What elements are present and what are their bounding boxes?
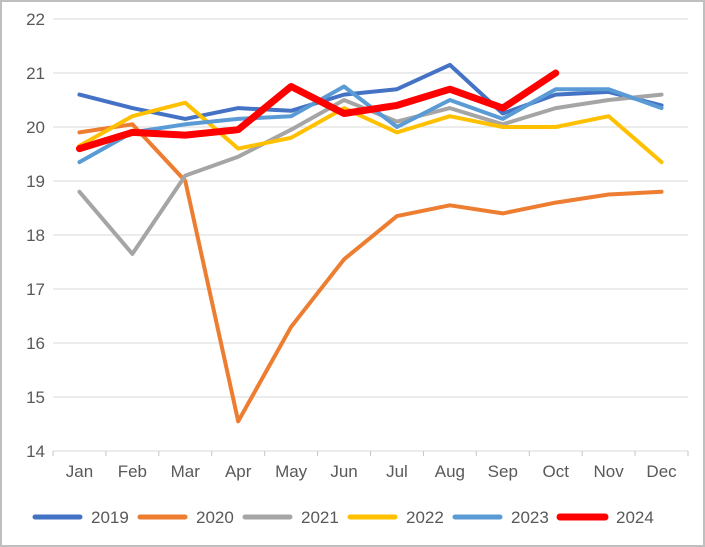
legend-label: 2024 — [616, 508, 654, 527]
y-tick-label: 19 — [26, 172, 45, 191]
y-tick-label: 15 — [26, 388, 45, 407]
legend-label: 2022 — [406, 508, 444, 527]
series-line-2024 — [75, 69, 560, 153]
legend-item-2020: 2020 — [137, 508, 234, 527]
legend-label: 2021 — [301, 508, 339, 527]
x-tick-label: Sep — [488, 462, 518, 481]
legend-item-2019: 2019 — [32, 508, 129, 527]
chart-legend: 2019 2020 2021 2022 2023 2024 — [32, 508, 654, 527]
legend-item-2022: 2022 — [347, 508, 444, 527]
y-tick-label: 16 — [26, 334, 45, 353]
x-tick-label: Oct — [542, 462, 569, 481]
y-tick-label: 22 — [26, 10, 45, 29]
y-tick-label: 21 — [26, 64, 45, 83]
legend-label: 2020 — [196, 508, 234, 527]
x-tick-label: Aug — [435, 462, 465, 481]
series-line-2019 — [77, 62, 664, 121]
x-tick-label: Apr — [225, 462, 252, 481]
y-tick-label: 14 — [26, 442, 45, 461]
legend-label: 2023 — [511, 508, 549, 527]
x-tick-label: May — [275, 462, 308, 481]
x-tick-label: Jun — [330, 462, 357, 481]
x-tick-label: Feb — [118, 462, 147, 481]
y-tick-label: 18 — [26, 226, 45, 245]
series-line-2022 — [77, 100, 664, 165]
x-tick-label: Jul — [386, 462, 408, 481]
legend-item-2023: 2023 — [452, 508, 549, 527]
legend-item-2024: 2024 — [556, 508, 654, 527]
series-line-2020 — [77, 122, 664, 424]
legend-item-2021: 2021 — [242, 508, 339, 527]
y-tick-label: 17 — [26, 280, 45, 299]
x-tick-label: Jan — [66, 462, 93, 481]
y-tick-label: 20 — [26, 118, 45, 137]
legend-label: 2019 — [91, 508, 129, 527]
x-tick-label: Dec — [646, 462, 677, 481]
x-tick-label: Mar — [171, 462, 201, 481]
x-tick-label: Nov — [594, 462, 625, 481]
